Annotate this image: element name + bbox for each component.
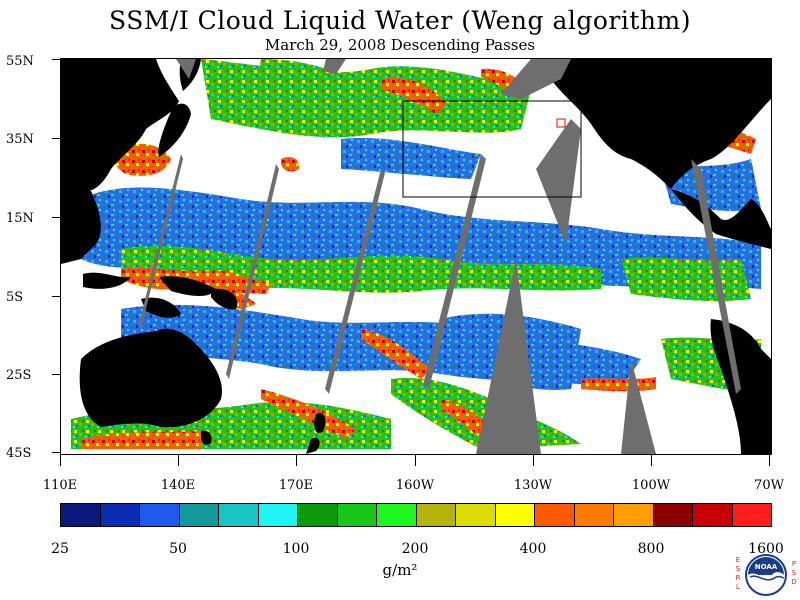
colorbar-swatch <box>140 504 180 526</box>
lon-label-160w: 160W <box>395 478 435 493</box>
lon-label-70w: 70W <box>754 478 784 493</box>
lon-tick <box>60 454 61 466</box>
colorbar-swatch <box>495 504 535 526</box>
colorbar-swatch <box>337 504 377 526</box>
svg-text:NOAA: NOAA <box>755 563 778 571</box>
colorbar-swatch <box>179 504 219 526</box>
lat-tick <box>52 452 60 453</box>
map-title: SSM/I Cloud Liquid Water (Weng algorithm… <box>109 6 691 35</box>
lon-tick <box>769 454 770 466</box>
lat-tick <box>52 296 60 297</box>
lon-label-130w: 130W <box>513 478 553 493</box>
colorbar-swatch <box>574 504 614 526</box>
colorbar-swatch <box>258 504 298 526</box>
land-masses <box>61 59 771 454</box>
lat-tick <box>52 138 60 139</box>
lat-label-35n: 35N <box>6 132 34 147</box>
colorbar-label: 200 <box>401 541 429 557</box>
colorbar-swatch <box>535 504 575 526</box>
lat-label-5s: 5S <box>6 290 24 305</box>
lat-label-25s: 25S <box>6 368 32 383</box>
colorbar-swatch <box>61 504 101 526</box>
colorbar-label: 1600 <box>748 541 784 557</box>
lon-tick <box>533 454 534 466</box>
colorbar-swatch <box>653 504 693 526</box>
colorbar-swatch <box>456 504 496 526</box>
logo-left-letters: E S R L <box>735 556 741 591</box>
noaa-emblem-icon: NOAA <box>745 554 787 596</box>
map-canvas <box>61 59 771 454</box>
colorbar-swatch <box>732 504 771 526</box>
lon-tick <box>415 454 416 466</box>
lon-label-170e: 170E <box>278 478 314 493</box>
colorbar-label: 100 <box>282 541 310 557</box>
lat-tick <box>52 374 60 375</box>
location-marker <box>556 118 566 128</box>
lon-label-110e: 110E <box>42 478 78 493</box>
colorbar-swatch <box>416 504 456 526</box>
colorbar-swatch <box>219 504 259 526</box>
colorbar-label: 50 <box>169 541 187 557</box>
lon-label-100w: 100W <box>631 478 671 493</box>
no-data-swaths <box>139 59 741 454</box>
colorbar-swatch <box>298 504 338 526</box>
colorbar-label: 25 <box>51 541 69 557</box>
cloud-liquid-water-map <box>60 58 772 455</box>
region-box <box>402 100 582 198</box>
lon-tick <box>296 454 297 466</box>
colorbar-swatch <box>614 504 654 526</box>
color-scale-bar <box>60 503 772 527</box>
colorbar-swatch <box>377 504 417 526</box>
lat-label-15n: 15N <box>6 211 34 226</box>
lat-label-55n: 55N <box>6 54 34 69</box>
colorbar-label: 800 <box>637 541 665 557</box>
colorbar-swatch <box>693 504 733 526</box>
lon-tick <box>651 454 652 466</box>
lon-label-140e: 140E <box>160 478 196 493</box>
lat-label-45s: 45S <box>6 446 32 461</box>
colorbar-label: 400 <box>519 541 547 557</box>
logo-right-letters: P S D <box>791 560 797 586</box>
colorbar-swatch <box>100 504 140 526</box>
lat-tick <box>52 59 60 60</box>
map-subtitle: March 29, 2008 Descending Passes <box>264 36 536 54</box>
colorbar-units: g/m² <box>382 561 418 579</box>
lon-tick <box>178 454 179 466</box>
noaa-esrl-psd-logo: E S R L NOAA P S D <box>734 552 798 598</box>
lat-tick <box>52 217 60 218</box>
